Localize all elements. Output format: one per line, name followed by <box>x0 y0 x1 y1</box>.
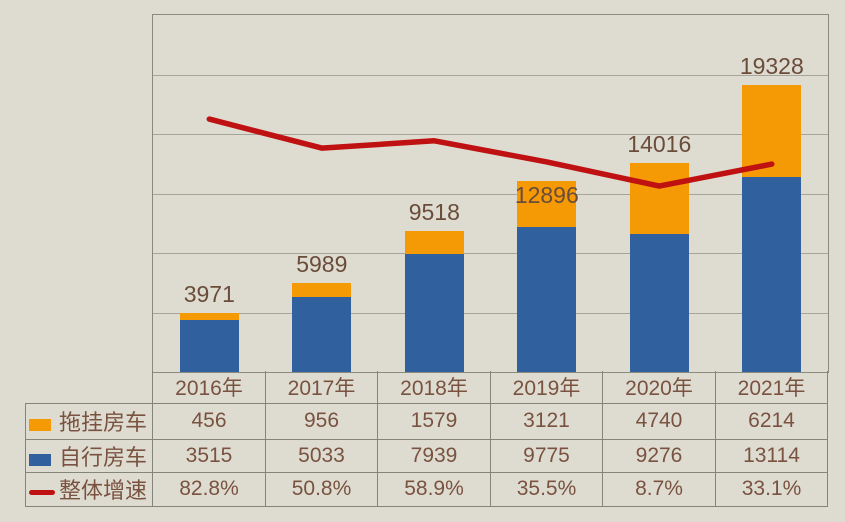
value-cell: 456 <box>152 402 266 440</box>
bar-motorized-rv-2018年 <box>404 254 464 372</box>
bar-towed-rv-2021年 <box>742 85 802 177</box>
year-header-cell-2016年: 2016年 <box>152 371 266 404</box>
value-cell: 13114 <box>715 438 828 473</box>
towed-rv-legend-swatch <box>29 419 51 431</box>
bar-motorized-rv-2021年 <box>742 177 802 372</box>
value-cell: 9276 <box>602 438 716 473</box>
value-cell: 1579 <box>377 402 491 440</box>
plot-area: 3971 5989 9518 12896 14016 19328 <box>152 14 829 373</box>
bar-total-label-2020年: 14016 <box>627 131 692 157</box>
value-cell: 8.7% <box>602 471 716 507</box>
table-row: 拖挂房车 456 956 1579 3121 4740 6214 <box>25 402 828 440</box>
table-row: 自行房车 3515 5033 7939 9775 9276 13114 <box>25 438 828 473</box>
bar-towed-rv-2017年 <box>292 283 352 297</box>
value-cell: 9775 <box>490 438 603 473</box>
gridline <box>153 253 828 254</box>
bar-motorized-rv-2020年 <box>629 234 689 372</box>
row-label-cell: 整体增速 <box>25 471 153 507</box>
row-label-text: 自行房车 <box>59 444 148 470</box>
year-header-cell-2017年: 2017年 <box>265 371 378 404</box>
row-label-cell: 拖挂房车 <box>25 402 153 440</box>
table-row: 整体增速 82.8% 50.8% 58.9% 35.5% 8.7% 33.1% <box>25 471 828 507</box>
year-header-cell-2020年: 2020年 <box>602 371 716 404</box>
bar-towed-rv-2016年 <box>179 313 239 320</box>
year-header-cell-2021年: 2021年 <box>715 371 828 404</box>
year-header-cell-2019年: 2019年 <box>490 371 603 404</box>
bar-total-label-2021年: 19328 <box>739 53 804 79</box>
row-label-text: 拖挂房车 <box>59 410 148 435</box>
value-cell: 50.8% <box>265 471 378 507</box>
bar-total-label-2016年: 3971 <box>183 281 235 307</box>
bar-motorized-rv-2016年 <box>179 320 239 372</box>
value-cell: 7939 <box>377 438 491 473</box>
data-table: 2016年 2017年 2018年 2019年 2020年 2021年 拖挂房车 456 956… <box>25 371 828 507</box>
value-cell: 33.1% <box>715 471 828 507</box>
gridline <box>153 194 828 195</box>
value-cell: 6214 <box>715 402 828 440</box>
growth-line-legend-swatch <box>29 490 55 495</box>
gridline <box>153 134 828 135</box>
value-cell: 5033 <box>265 438 378 473</box>
value-cell: 58.9% <box>377 471 491 507</box>
value-cell: 4740 <box>602 402 716 440</box>
bar-motorized-rv-2017年 <box>292 297 352 372</box>
bar-towed-rv-2018年 <box>404 231 464 254</box>
bar-total-label-2017年: 5989 <box>296 251 348 277</box>
table-corner-cell <box>26 371 153 403</box>
value-cell: 3515 <box>152 438 266 473</box>
year-header-cell-2018年: 2018年 <box>377 371 491 404</box>
gridline <box>153 313 828 314</box>
value-cell: 956 <box>265 402 378 440</box>
bar-total-label-2019年: 12896 <box>514 182 579 208</box>
row-label-text: 整体增速 <box>59 478 148 503</box>
value-cell: 82.8% <box>152 471 266 507</box>
row-label-cell: 自行房车 <box>25 438 153 473</box>
gridline <box>153 75 828 76</box>
bar-towed-rv-2020年 <box>629 163 689 234</box>
value-cell: 35.5% <box>490 471 603 507</box>
value-cell: 3121 <box>490 402 603 440</box>
bar-total-label-2018年: 9518 <box>408 199 460 225</box>
motorized-rv-legend-swatch <box>29 453 51 466</box>
table-header-row: 2016年 2017年 2018年 2019年 2020年 2021年 <box>26 371 828 404</box>
bar-motorized-rv-2019年 <box>517 227 577 372</box>
